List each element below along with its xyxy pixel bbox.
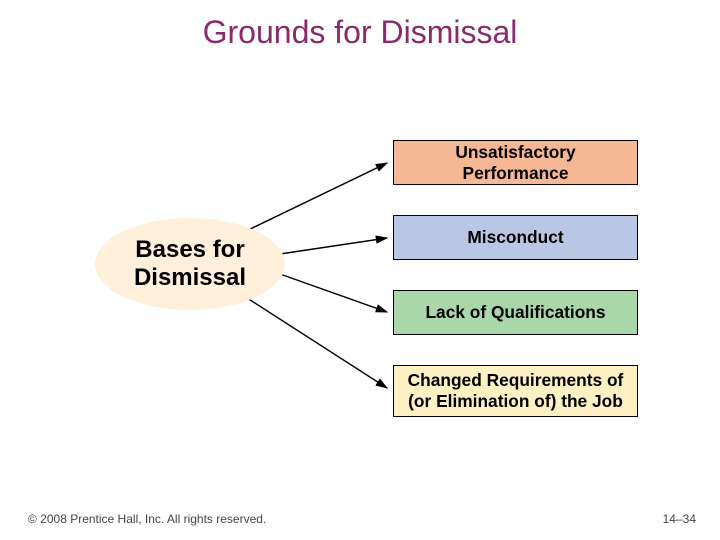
target-label: Lack of Qualifications [425, 302, 605, 323]
target-label: Unsatisfactory Performance [402, 142, 629, 184]
connector-2 [280, 274, 387, 312]
footer-page-number: 14–34 [663, 512, 696, 526]
footer-copyright: © 2008 Prentice Hall, Inc. All rights re… [28, 512, 266, 526]
slide-title: Grounds for Dismissal [0, 14, 720, 51]
connector-1 [280, 238, 387, 254]
target-box-0: Unsatisfactory Performance [393, 140, 638, 185]
target-box-1: Misconduct [393, 215, 638, 260]
connector-0 [244, 163, 387, 232]
slide: { "title": { "text": "Grounds for Dismis… [0, 0, 720, 540]
target-label: Changed Requirements of (or Elimination … [408, 370, 624, 412]
source-ellipse: Bases for Dismissal [95, 218, 285, 310]
connector-3 [244, 296, 387, 388]
target-box-3: Changed Requirements of (or Elimination … [393, 365, 638, 417]
source-label: Bases for Dismissal [134, 236, 246, 291]
target-label: Misconduct [467, 227, 563, 248]
target-box-2: Lack of Qualifications [393, 290, 638, 335]
